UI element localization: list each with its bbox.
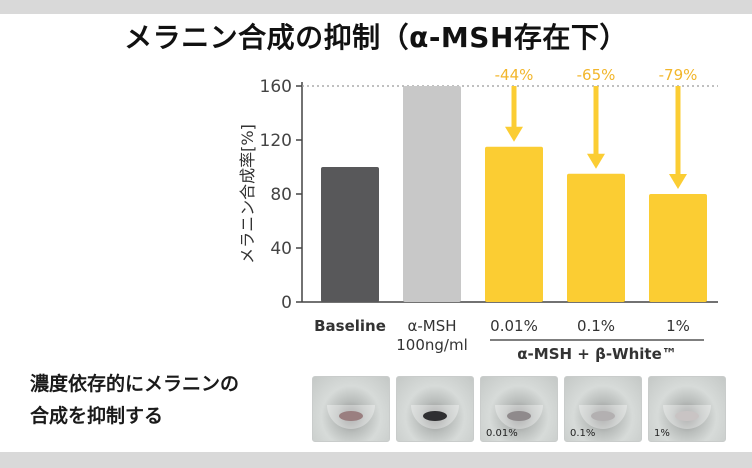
bar-3 [485,146,543,302]
y-axis-label: メラニン合成率[%] [238,124,257,264]
caption: 濃度依存的にメラニンの 合成を抑制する [30,368,239,432]
pellet [591,411,615,421]
reduction-label: -79% [659,66,698,84]
sample-photo-msh [396,376,474,442]
photo-label: 0.01% [486,428,518,439]
sample-photo-0-1: 0.1% [564,376,642,442]
x-tick-label: 0.01% [490,317,538,335]
x-tick-label: 100ng/ml [396,336,468,354]
x-tick-label: 1% [666,317,690,335]
sample-photo-0-01: 0.01% [480,376,558,442]
y-tick-label: 0 [281,293,292,313]
x-tick-label: 0.1% [577,317,615,335]
y-tick-label: 80 [270,185,292,205]
reduction-arrow-head [505,126,523,142]
page-title: メラニン合成の抑制（α-MSH存在下） [124,21,628,54]
sample-photo-baseline [312,376,390,442]
melanin-bar-chart: 0 40 80 120 160 メラニン合成率[%] -44% -65% -79% Baselin… [238,66,718,363]
pellet [339,411,363,421]
sample-photo-1: 1% [648,376,726,442]
group-label: α-MSH + β-White™ [517,345,677,363]
caption-line-2: 合成を抑制する [30,405,164,427]
pellet [423,411,447,421]
reduction-label: -65% [577,66,616,84]
pellet [507,411,531,421]
reduction-label: -44% [495,66,534,84]
photo-label: 1% [654,428,670,439]
x-tick-label: α-MSH [407,317,456,335]
bar-5 [649,194,707,302]
bar-2 [403,86,461,302]
pellet [675,411,699,421]
photo-label: 0.1% [570,428,596,439]
y-tick-label: 40 [270,239,292,259]
y-tick-label: 160 [260,77,292,97]
caption-line-1: 濃度依存的にメラニンの [30,373,240,395]
bar-1 [321,167,379,302]
reduction-arrow-head [587,153,605,169]
bar-4 [567,173,625,302]
y-tick-label: 120 [260,131,292,151]
reduction-arrow-head [669,174,687,189]
x-tick-label: Baseline [314,317,386,335]
